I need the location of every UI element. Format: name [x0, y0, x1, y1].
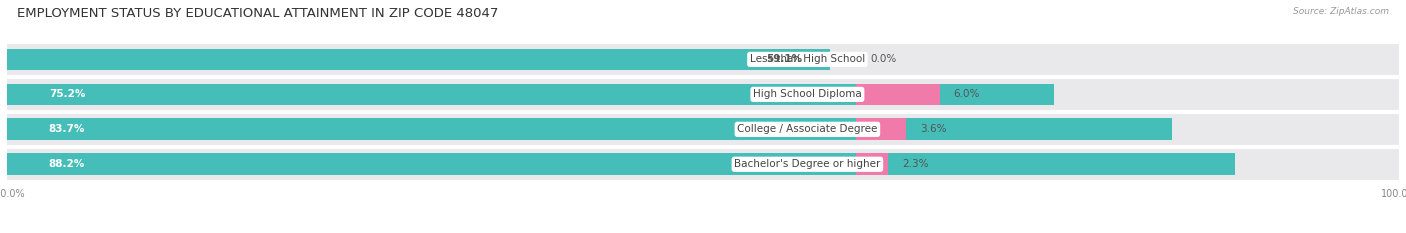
- Bar: [856, 118, 907, 140]
- Text: EMPLOYMENT STATUS BY EDUCATIONAL ATTAINMENT IN ZIP CODE 48047: EMPLOYMENT STATUS BY EDUCATIONAL ATTAINM…: [17, 7, 498, 20]
- Bar: [7, 79, 1399, 110]
- Bar: [7, 84, 1053, 105]
- Bar: [7, 79, 1399, 110]
- Text: 59.1%: 59.1%: [766, 55, 801, 64]
- Text: 0.0%: 0.0%: [870, 55, 896, 64]
- Bar: [7, 154, 1234, 175]
- Text: 88.2%: 88.2%: [49, 159, 84, 169]
- Bar: [856, 154, 889, 175]
- Bar: [7, 149, 1399, 180]
- Text: 83.7%: 83.7%: [49, 124, 86, 134]
- Bar: [7, 44, 1399, 75]
- Text: 3.6%: 3.6%: [920, 124, 946, 134]
- Text: High School Diploma: High School Diploma: [754, 89, 862, 99]
- Bar: [7, 49, 830, 70]
- Bar: [7, 149, 1399, 180]
- Text: 6.0%: 6.0%: [953, 89, 980, 99]
- Text: 2.3%: 2.3%: [903, 159, 928, 169]
- Bar: [7, 44, 1399, 75]
- Bar: [856, 84, 939, 105]
- Text: 75.2%: 75.2%: [49, 89, 86, 99]
- Text: Bachelor's Degree or higher: Bachelor's Degree or higher: [734, 159, 880, 169]
- Bar: [7, 114, 1399, 145]
- Text: Source: ZipAtlas.com: Source: ZipAtlas.com: [1294, 7, 1389, 16]
- Text: Less than High School: Less than High School: [749, 55, 865, 64]
- Bar: [7, 114, 1399, 145]
- Text: College / Associate Degree: College / Associate Degree: [737, 124, 877, 134]
- Bar: [7, 118, 1173, 140]
